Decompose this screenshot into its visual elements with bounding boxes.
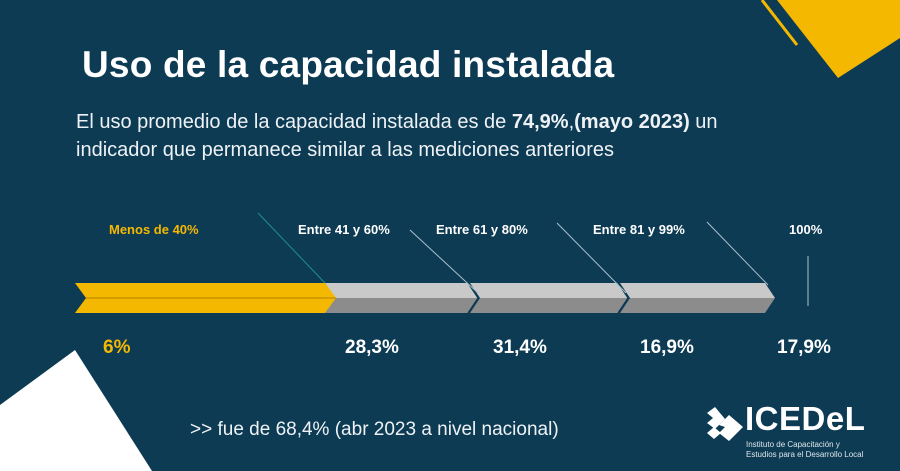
bar-segment-gray-1-bottom	[325, 298, 478, 313]
intro-part: ,	[568, 111, 575, 133]
bar-segment-gray-3-top	[620, 283, 775, 298]
range-label: 100%	[789, 222, 823, 237]
intro-part: un indicador que permanece similar a las…	[76, 111, 718, 161]
page-title: Uso de la capacidad instalada	[82, 44, 615, 85]
intro-text: El uso promedio de la capacidad instalad…	[76, 108, 776, 164]
pointer-line-3	[556, 222, 627, 294]
logo-subtitle-line: Estudios para el Desarrollo Local	[746, 450, 864, 459]
footnote: >> fue de 68,4% (abr 2023 a nivel nacion…	[190, 419, 559, 440]
capacity-bar	[75, 282, 775, 314]
pointer-line-4	[706, 221, 769, 286]
pointer-line-2	[409, 229, 479, 294]
bar-segment-gray-3-bottom	[620, 298, 775, 313]
bar-segment-gray-2-bottom	[470, 298, 628, 313]
logo-subtitle-line: Instituto de Capacitación y	[746, 440, 840, 449]
range-value: 17,9%	[777, 337, 831, 358]
range-label: Entre 41 y 60%	[298, 222, 390, 237]
range-label: Entre 81 y 99%	[593, 222, 685, 237]
range-value: 31,4%	[493, 337, 547, 358]
intro-highlight-date: (mayo 2023)	[574, 111, 690, 133]
bar-segment-gray-1-top	[325, 283, 478, 298]
range-label: Entre 61 y 80%	[436, 222, 528, 237]
corner-yellow-line	[760, 0, 799, 46]
corner-white-shape	[0, 350, 152, 471]
intro-highlight-value: 74,9%	[511, 111, 569, 133]
icedel-logo-icon	[707, 407, 743, 441]
corner-yellow-shape	[777, 0, 900, 78]
range-value: 28,3%	[345, 337, 399, 358]
range-label: Menos de 40%	[109, 222, 199, 237]
logo-subtitle: Instituto de Capacitación y Estudios para…	[746, 440, 886, 460]
range-value: 6%	[103, 337, 131, 358]
logo-name: ICEDeL	[745, 400, 866, 437]
bar-segment-gray-2-top	[470, 283, 628, 298]
intro-part: El uso promedio de la capacidad instalad…	[76, 111, 512, 133]
range-value: 16,9%	[640, 337, 694, 358]
pointer-line-1	[257, 212, 326, 284]
